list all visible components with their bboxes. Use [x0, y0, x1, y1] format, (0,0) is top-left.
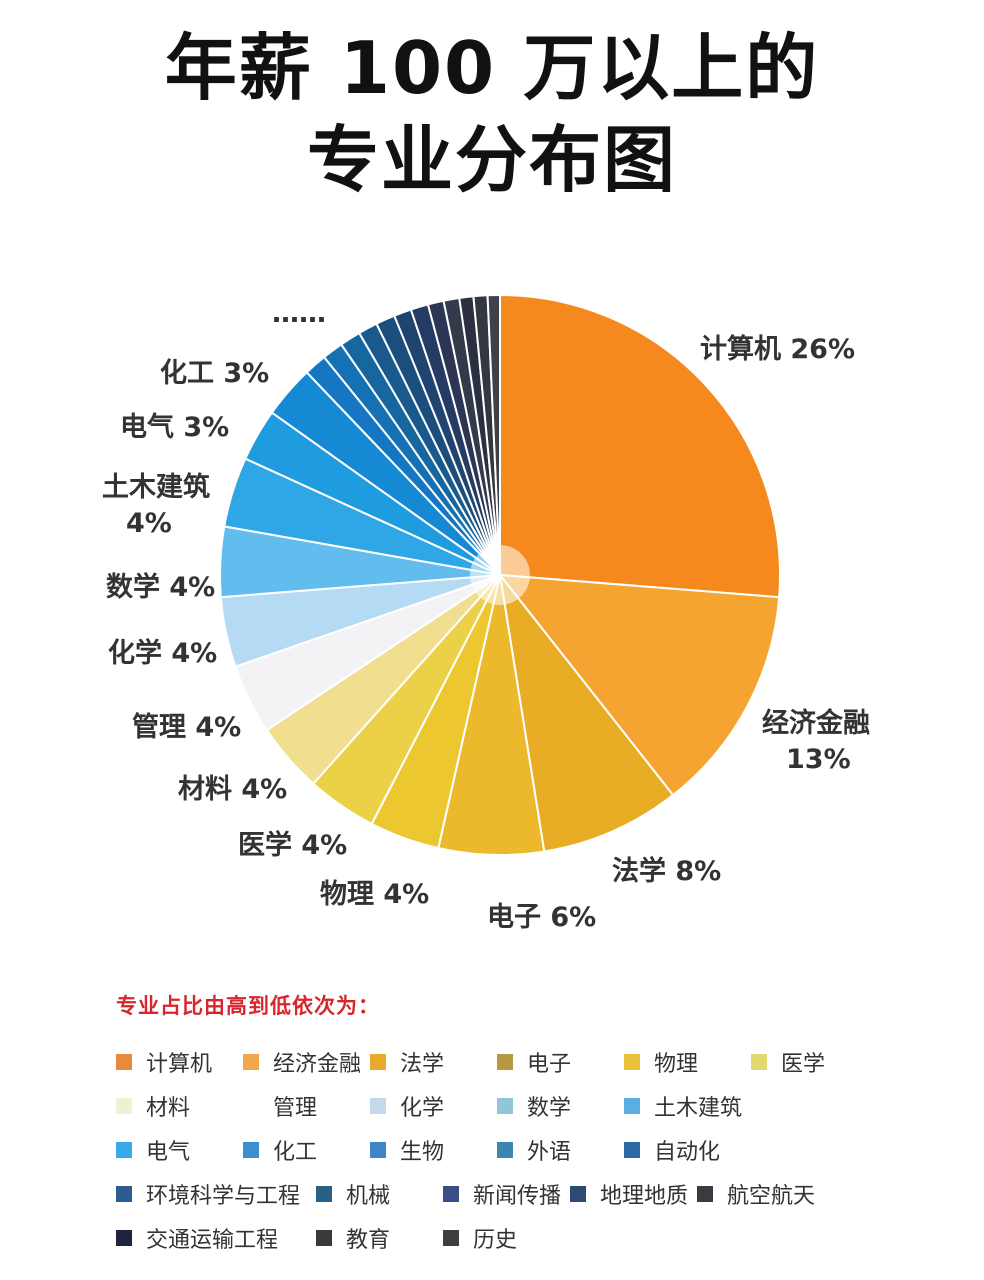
slice-label: 土木建筑 4% — [102, 471, 210, 539]
legend-label: 经济金融 — [273, 1052, 362, 1077]
legend-item: 教育 — [316, 1216, 443, 1260]
legend-label: 电子 — [527, 1052, 572, 1077]
legend-item: 航空航天 — [697, 1172, 824, 1216]
legend-swatch — [624, 1142, 640, 1158]
legend-item: 自动化 — [624, 1128, 751, 1172]
more-slices-label: …… — [272, 298, 326, 329]
title-line-1: 年薪 100 万以上的 — [164, 26, 820, 110]
legend-swatch — [497, 1098, 513, 1114]
slice-label: 材料 4% — [178, 774, 287, 805]
pie-chart: 计算机 26% 经济金融 13% 法学 8% 电子 6% 物理 4% 医学 4% 材料 4% 管… — [102, 293, 870, 933]
slice-label: 电子 6% — [487, 902, 596, 933]
legend-swatch — [751, 1054, 767, 1070]
legend-title: 专业占比由高到低依次为： — [116, 994, 380, 1018]
legend-label: 管理 — [273, 1096, 318, 1121]
legend-swatch — [370, 1054, 386, 1070]
pie-slice — [499, 293, 781, 599]
legend-label: 材料 — [146, 1096, 191, 1121]
legend-swatch — [624, 1098, 640, 1114]
legend-swatch — [243, 1054, 259, 1070]
legend-item: 外语 — [497, 1128, 624, 1172]
legend-swatch — [370, 1142, 386, 1158]
legend-label: 计算机 — [146, 1052, 213, 1077]
legend-item: 经济金融 — [243, 1040, 370, 1084]
legend-item: 数学 — [497, 1084, 624, 1128]
legend-label: 新闻传播 — [473, 1184, 562, 1209]
legend-item: 电气 — [116, 1128, 243, 1172]
legend-swatch — [497, 1142, 513, 1158]
legend-label: 航空航天 — [727, 1184, 816, 1209]
legend-item: 生物 — [370, 1128, 497, 1172]
legend-item: 电子 — [497, 1040, 624, 1084]
pie-slice — [486, 293, 501, 576]
legend-items: 计算机 经济金融 法学 电子 物理 医学材料 管理 化学 数学 土木建筑电气 化工 生物 外语 自动化环境… — [116, 1040, 946, 1260]
legend-item: 化学 — [370, 1084, 497, 1128]
legend-item: 医学 — [751, 1040, 878, 1084]
slice-label: 数学 4% — [106, 571, 215, 603]
title-line-2: 专业分布图 — [306, 118, 677, 202]
pie-slice — [498, 571, 675, 853]
slice-label: 计算机 26% — [700, 333, 855, 365]
slice-label: 物理 4% — [320, 879, 429, 910]
legend-item: 化工 — [243, 1128, 370, 1172]
slice-label: 电气 3% — [120, 412, 229, 443]
legend-swatch — [316, 1186, 332, 1202]
chart-title: 年薪 100 万以上的 专业分布图 — [0, 22, 984, 206]
legend-label: 机械 — [346, 1184, 391, 1209]
legend-item: 历史 — [443, 1216, 570, 1260]
slice-label: 化学 4% — [108, 637, 217, 669]
legend-label: 物理 — [654, 1052, 699, 1077]
legend-item: 管理 — [243, 1084, 370, 1128]
legend-item: 法学 — [370, 1040, 497, 1084]
slice-label: 化工 3% — [160, 358, 269, 389]
legend-swatch — [116, 1230, 132, 1246]
slice-label: 医学 4% — [238, 829, 347, 861]
legend-label: 生物 — [400, 1140, 445, 1165]
legend-label: 数学 — [527, 1096, 572, 1121]
legend-item: 材料 — [116, 1084, 243, 1128]
legend-swatch — [116, 1054, 132, 1070]
legend-item: 物理 — [624, 1040, 751, 1084]
legend-swatch — [116, 1142, 132, 1158]
legend-swatch — [116, 1098, 132, 1114]
legend-label: 地理地质 — [600, 1184, 689, 1209]
legend-label: 历史 — [473, 1228, 518, 1253]
legend-swatch — [570, 1186, 586, 1202]
legend-swatch — [697, 1186, 713, 1202]
legend: 专业占比由高到低依次为： 计算机 经济金融 法学 电子 物理 医学材料 管理 化学 数学 土木建筑… — [116, 990, 946, 1260]
legend-label: 交通运输工程 — [146, 1228, 279, 1253]
slice-label: 管理 4% — [132, 712, 241, 743]
legend-label: 法学 — [400, 1052, 445, 1077]
legend-swatch — [243, 1142, 259, 1158]
legend-item: 机械 — [316, 1172, 443, 1216]
pie-slice — [497, 573, 781, 797]
legend-label: 化学 — [400, 1096, 445, 1121]
slice-label: 经济金融 13% — [762, 707, 870, 775]
legend-swatch — [116, 1186, 132, 1202]
legend-swatch — [370, 1098, 386, 1114]
slice-label: 法学 8% — [612, 855, 721, 887]
legend-swatch — [443, 1186, 459, 1202]
legend-item: 新闻传播 — [443, 1172, 570, 1216]
legend-label: 电气 — [146, 1140, 191, 1165]
legend-item: 土木建筑 — [624, 1084, 751, 1128]
legend-swatch — [497, 1054, 513, 1070]
legend-label: 化工 — [273, 1140, 318, 1165]
legend-item: 地理地质 — [570, 1172, 697, 1216]
legend-label: 环境科学与工程 — [146, 1184, 301, 1209]
legend-swatch — [624, 1054, 640, 1070]
legend-item: 交通运输工程 — [116, 1216, 316, 1260]
legend-label: 土木建筑 — [654, 1096, 743, 1121]
legend-label: 自动化 — [654, 1140, 721, 1165]
legend-label: 外语 — [527, 1140, 572, 1165]
legend-label: 教育 — [346, 1228, 391, 1253]
legend-item: 计算机 — [116, 1040, 243, 1084]
center-glow — [470, 545, 530, 605]
legend-swatch — [316, 1230, 332, 1246]
legend-item: 环境科学与工程 — [116, 1172, 316, 1216]
legend-swatch — [243, 1098, 259, 1114]
legend-label: 医学 — [781, 1052, 826, 1077]
legend-swatch — [443, 1230, 459, 1246]
